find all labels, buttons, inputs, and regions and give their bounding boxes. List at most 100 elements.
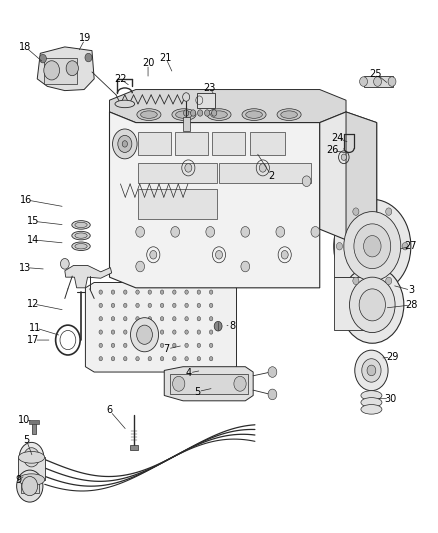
Text: 23: 23 (203, 83, 215, 93)
Circle shape (185, 303, 188, 308)
Ellipse shape (207, 109, 231, 120)
Text: 5: 5 (194, 387, 200, 397)
Circle shape (111, 357, 115, 361)
Text: 20: 20 (142, 58, 154, 68)
Text: 21: 21 (159, 53, 172, 62)
Circle shape (66, 61, 78, 76)
Circle shape (234, 376, 246, 391)
Circle shape (209, 357, 213, 361)
Circle shape (136, 343, 139, 348)
Circle shape (173, 303, 176, 308)
Circle shape (173, 343, 176, 348)
Ellipse shape (242, 109, 266, 120)
Circle shape (99, 330, 102, 334)
Text: 19: 19 (79, 34, 92, 43)
Ellipse shape (72, 242, 90, 251)
Bar (219, 163, 311, 183)
Circle shape (111, 290, 115, 294)
Circle shape (215, 251, 223, 259)
Circle shape (150, 251, 157, 259)
Circle shape (209, 330, 213, 334)
Circle shape (197, 330, 201, 334)
Ellipse shape (141, 111, 157, 118)
Ellipse shape (246, 111, 262, 118)
Circle shape (185, 164, 192, 172)
Circle shape (197, 343, 201, 348)
Ellipse shape (361, 398, 382, 407)
Ellipse shape (281, 111, 297, 118)
Circle shape (359, 289, 385, 321)
Text: 8: 8 (229, 321, 235, 331)
Circle shape (124, 290, 127, 294)
Circle shape (362, 359, 381, 382)
Text: 17: 17 (27, 335, 39, 345)
Circle shape (353, 277, 359, 285)
Circle shape (276, 227, 285, 237)
Circle shape (160, 357, 164, 361)
Circle shape (311, 227, 320, 237)
Circle shape (334, 199, 411, 293)
Circle shape (22, 477, 38, 496)
Circle shape (360, 77, 367, 86)
Circle shape (336, 243, 343, 250)
Circle shape (374, 77, 381, 86)
Circle shape (341, 154, 346, 160)
Circle shape (160, 290, 164, 294)
Circle shape (111, 303, 115, 308)
Circle shape (131, 318, 159, 352)
Polygon shape (320, 112, 377, 240)
Ellipse shape (211, 111, 227, 118)
Circle shape (99, 343, 102, 348)
Circle shape (148, 290, 152, 294)
Text: 13: 13 (19, 263, 32, 272)
Circle shape (385, 208, 392, 215)
Ellipse shape (18, 474, 45, 486)
Text: 22: 22 (114, 74, 127, 84)
Circle shape (209, 303, 213, 308)
Circle shape (111, 317, 115, 321)
Circle shape (171, 227, 180, 237)
Bar (21, 482, 39, 493)
Bar (250, 132, 285, 155)
Text: 4: 4 (185, 368, 191, 378)
Circle shape (160, 317, 164, 321)
Text: 18: 18 (19, 42, 32, 52)
Circle shape (124, 317, 127, 321)
Text: 27: 27 (405, 241, 417, 251)
Text: 6: 6 (106, 406, 113, 415)
Circle shape (173, 376, 185, 391)
Circle shape (17, 470, 43, 502)
Circle shape (111, 330, 115, 334)
Bar (32, 422, 36, 434)
Circle shape (206, 227, 215, 237)
Circle shape (197, 290, 201, 294)
Circle shape (136, 317, 139, 321)
Circle shape (39, 54, 46, 63)
Bar (183, 117, 190, 131)
Circle shape (136, 357, 139, 361)
Circle shape (198, 110, 203, 116)
Circle shape (136, 330, 139, 334)
Bar (212, 132, 245, 155)
Text: 3: 3 (409, 286, 415, 295)
Bar (138, 132, 171, 155)
Bar (334, 213, 373, 277)
Circle shape (344, 212, 401, 281)
Circle shape (183, 93, 190, 101)
Polygon shape (85, 282, 237, 372)
Circle shape (191, 110, 196, 116)
Circle shape (24, 448, 39, 467)
Circle shape (197, 317, 201, 321)
Bar (29, 420, 39, 424)
Bar (138, 189, 217, 219)
Ellipse shape (137, 109, 161, 120)
Circle shape (367, 365, 376, 376)
Bar (44, 58, 77, 84)
Bar (364, 76, 393, 87)
Polygon shape (346, 112, 377, 240)
Circle shape (185, 290, 188, 294)
Circle shape (99, 303, 102, 308)
Circle shape (136, 227, 145, 237)
Ellipse shape (72, 221, 90, 229)
Circle shape (148, 303, 152, 308)
